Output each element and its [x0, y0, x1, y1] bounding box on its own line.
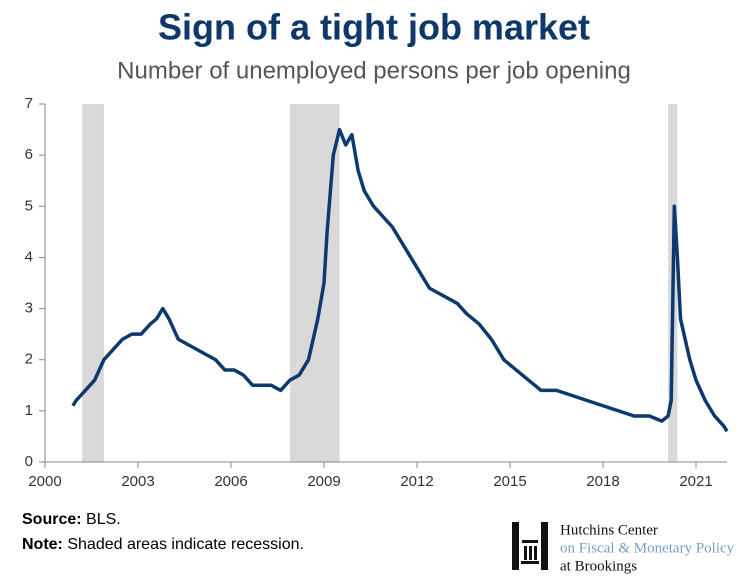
y-tick-label: 1 — [25, 402, 33, 419]
logo-icon — [512, 522, 548, 570]
source-label: Source: — [22, 511, 82, 528]
y-tick-label: 7 — [25, 95, 33, 112]
source-text: BLS. — [86, 511, 121, 528]
y-tick-label: 3 — [25, 300, 33, 317]
chart-title: Sign of a tight job market — [158, 7, 590, 48]
y-tick-label: 5 — [25, 197, 33, 214]
logo-line: on Fiscal & Monetary Policy — [560, 540, 735, 556]
note: Note: Shaded areas indicate recession. — [22, 536, 304, 553]
source: Source: BLS. — [22, 511, 121, 528]
x-tick-label: 2003 — [121, 473, 154, 490]
line — [71, 127, 729, 433]
x-tick-label: 2015 — [493, 473, 526, 490]
note-label: Note: — [22, 536, 63, 553]
x-tick-label: 2012 — [400, 473, 433, 490]
note-text: Shaded areas indicate recession. — [67, 536, 304, 553]
y-tick-label: 2 — [25, 351, 33, 368]
chart-subtitle: Number of unemployed persons per job ope… — [117, 57, 631, 84]
y-tick-label: 6 — [25, 146, 33, 163]
x-tick-label: 2021 — [679, 473, 712, 490]
logo-line: at Brookings — [560, 558, 637, 574]
y-tick-label: 4 — [25, 248, 33, 265]
x-tick-label: 2006 — [214, 473, 247, 490]
x-tick-label: 2000 — [28, 473, 61, 490]
x-tick-label: 2009 — [307, 473, 340, 490]
logo-line: Hutchins Center — [560, 522, 658, 538]
recession-band — [82, 104, 104, 462]
x-tick-label: 2018 — [586, 473, 619, 490]
y-tick-label: 0 — [25, 453, 33, 470]
